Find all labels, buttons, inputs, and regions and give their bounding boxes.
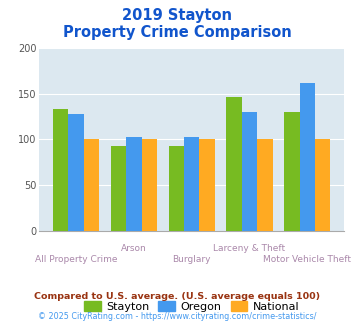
Legend: Stayton, Oregon, National: Stayton, Oregon, National [80, 297, 304, 316]
Text: Motor Vehicle Theft: Motor Vehicle Theft [263, 255, 351, 264]
Bar [242, 112, 257, 231]
Bar [53, 109, 69, 231]
Bar [226, 97, 242, 231]
Bar [200, 139, 215, 231]
Bar [69, 114, 84, 231]
Bar [184, 137, 200, 231]
Text: All Property Crime: All Property Crime [35, 255, 117, 264]
Text: Larceny & Theft: Larceny & Theft [213, 244, 285, 253]
Bar [111, 146, 126, 231]
Text: Arson: Arson [121, 244, 147, 253]
Bar [169, 146, 184, 231]
Bar [315, 139, 331, 231]
Text: © 2025 CityRating.com - https://www.cityrating.com/crime-statistics/: © 2025 CityRating.com - https://www.city… [38, 312, 317, 321]
Bar [126, 137, 142, 231]
Bar [300, 82, 315, 231]
Bar [257, 139, 273, 231]
Text: Property Crime Comparison: Property Crime Comparison [63, 25, 292, 40]
Bar [84, 139, 99, 231]
Bar [284, 112, 300, 231]
Text: Compared to U.S. average. (U.S. average equals 100): Compared to U.S. average. (U.S. average … [34, 292, 321, 301]
Bar [142, 139, 157, 231]
Text: 2019 Stayton: 2019 Stayton [122, 8, 233, 23]
Text: Burglary: Burglary [173, 255, 211, 264]
